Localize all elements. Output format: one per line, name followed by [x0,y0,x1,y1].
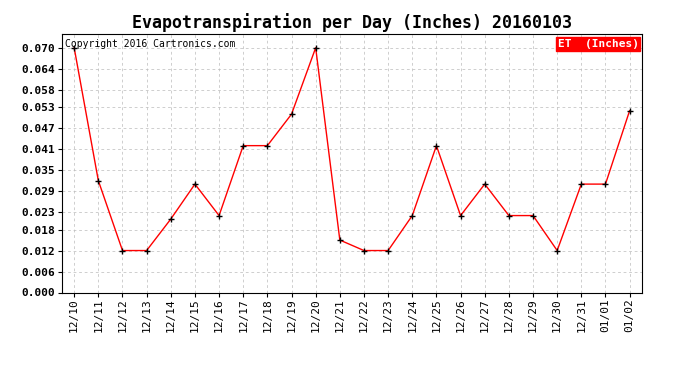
Title: Evapotranspiration per Day (Inches) 20160103: Evapotranspiration per Day (Inches) 2016… [132,13,572,32]
Text: ET  (Inches): ET (Inches) [558,39,639,49]
Text: Copyright 2016 Cartronics.com: Copyright 2016 Cartronics.com [65,39,235,49]
